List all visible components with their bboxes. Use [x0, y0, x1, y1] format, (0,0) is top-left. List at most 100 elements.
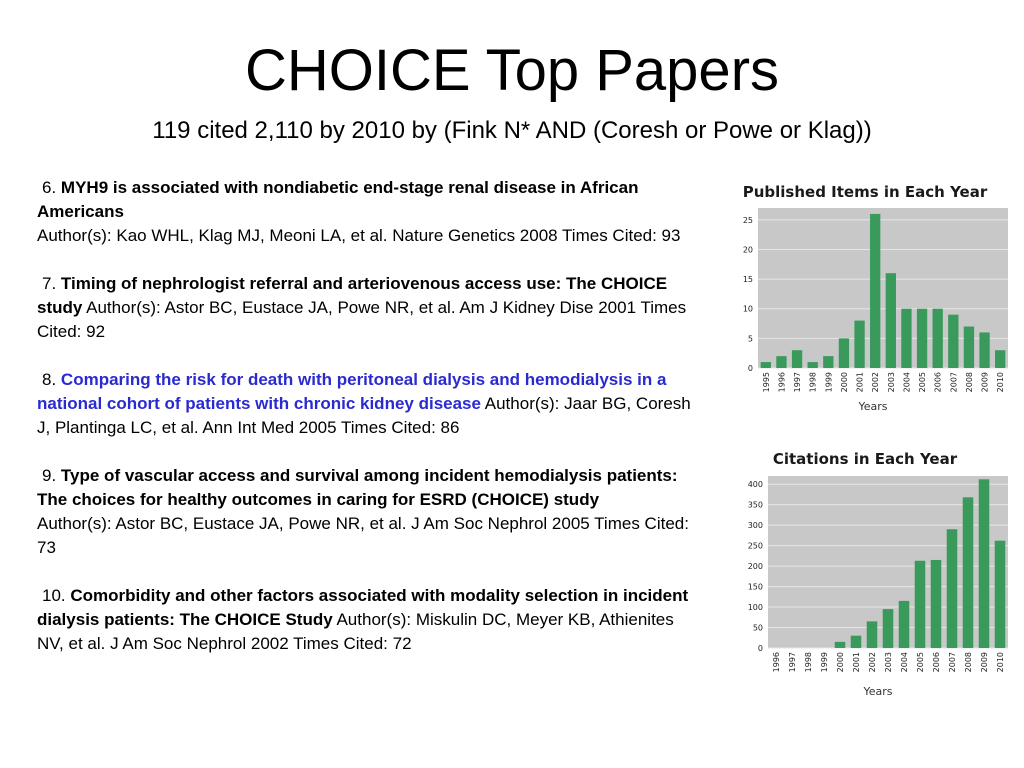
paper-authors: Author(s): Kao WHL, Klag MJ, Meoni LA, e…: [37, 226, 558, 245]
x-tick-label: 2001: [852, 652, 861, 672]
x-tick-label: 1997: [788, 652, 797, 672]
x-tick-label: 1999: [820, 652, 829, 672]
x-tick-label: 1996: [777, 372, 786, 392]
bar-1998: [807, 362, 818, 368]
paper-authors: Author(s): Jaar BG, Coresh J, Plantinga …: [37, 394, 691, 437]
x-tick-label: 2001: [856, 372, 865, 392]
bar-2005: [916, 308, 928, 368]
x-tick-label: 1998: [804, 652, 813, 672]
chart-svg: Published Items in Each Year 0 5 10 15 20 25 19…: [743, 183, 1008, 413]
bar-1997: [791, 350, 803, 368]
paper-item-10: 10. Comorbidity and other factors associ…: [37, 584, 703, 656]
x-tick-label: 2005: [916, 652, 925, 672]
paper-times-cited: Times Cited: 73: [37, 514, 689, 557]
bar-2000: [834, 641, 846, 648]
paper-authors: Author(s): Astor BC, Eustace JA, Powe NR…: [86, 298, 637, 317]
bar-2010: [995, 350, 1006, 368]
y-tick-label: 15: [743, 275, 753, 284]
y-tick-label: 0: [758, 644, 763, 653]
x-tick-label: 2004: [902, 372, 911, 392]
x-tick-label: 2010: [996, 652, 1005, 672]
paper-item-7: 7. Timing of nephrologist referral and a…: [37, 272, 703, 344]
x-tick-label: 2009: [980, 652, 989, 672]
bar-2002: [866, 621, 878, 648]
paper-number: 6.: [42, 178, 57, 197]
bar-1996: [776, 356, 787, 368]
paper-number: 7.: [42, 274, 57, 293]
y-tick-label: 350: [748, 501, 763, 510]
paper-title: Comorbidity and other factors associated…: [37, 586, 689, 629]
bar-2004: [901, 308, 912, 368]
x-tick-label: 2007: [948, 652, 957, 672]
bar-2010: [994, 540, 1006, 648]
slide-subtitle: 119 cited 2,110 by 2010 by (Fink N* AND …: [152, 117, 872, 144]
x-tick-label: 2002: [871, 372, 880, 392]
x-tick-label: 2006: [932, 652, 941, 672]
bar-2008: [963, 326, 975, 368]
x-tick-label: 2000: [836, 652, 845, 672]
y-tick-label: 20: [743, 245, 753, 254]
bar-2007: [946, 529, 958, 648]
x-tick-label: 1997: [793, 372, 802, 392]
citations-chart: Citations in Each Year 0 50 100 150 200 250 300…: [712, 444, 1018, 706]
x-tick-label: 2007: [949, 372, 958, 392]
paper-times-cited: Times Cited: 92: [37, 298, 687, 341]
paper-authors: Author(s): Miskulin DC, Meyer KB, Athien…: [37, 610, 674, 653]
paper-title: Timing of nephrologist referral and arte…: [37, 274, 668, 317]
chart-title: Citations in Each Year: [773, 450, 958, 468]
y-tick-label: 150: [748, 583, 763, 592]
x-tick-label: 2003: [884, 652, 893, 672]
paper-authors: Author(s): Astor BC, Eustace JA, Powe NR…: [37, 514, 590, 533]
x-tick-label: 1996: [772, 652, 781, 672]
paper-title: Comparing the risk for death with perito…: [37, 370, 667, 413]
x-tick-label: 2004: [900, 652, 909, 672]
paper-item-9: 9. Type of vascular access and survival …: [37, 464, 703, 560]
y-tick-label: 0: [748, 364, 753, 373]
paper-title: Type of vascular access and survival amo…: [37, 466, 678, 509]
x-tick-label: 2005: [918, 372, 927, 392]
paper-times-cited: Times Cited: 86: [341, 418, 460, 437]
bar-1995: [760, 362, 771, 368]
y-tick-label: 250: [748, 542, 763, 551]
x-tick-label: 2002: [868, 652, 877, 672]
published-items-chart: Published Items in Each Year 0 5 10 15 20 25 19…: [712, 176, 1018, 418]
papers-list: 6. MYH9 is associated with nondiabetic e…: [37, 176, 703, 680]
bar-2009: [979, 332, 990, 368]
paper-number: 8.: [42, 370, 57, 389]
x-tick-label: 2009: [981, 372, 990, 392]
paper-times-cited: Times Cited: 72: [293, 634, 412, 653]
paper-item-8: 8. Comparing the risk for death with per…: [37, 368, 703, 440]
paper-number: 10.: [42, 586, 66, 605]
x-tick-label: 2008: [965, 372, 974, 392]
slide-title: CHOICE Top Papers: [244, 38, 780, 103]
x-tick-label: 1995: [762, 372, 771, 392]
y-tick-label: 10: [743, 305, 753, 314]
x-tick-label: 2008: [964, 652, 973, 672]
y-tick-label: 100: [748, 603, 763, 612]
x-tick-label: 1999: [824, 372, 833, 392]
bar-2006: [930, 559, 942, 648]
bar-2003: [882, 609, 894, 648]
bar-2005: [914, 560, 926, 648]
y-tick-label: 300: [748, 521, 763, 530]
x-tick-label: 2006: [934, 372, 943, 392]
y-tick-label: 5: [748, 334, 753, 343]
y-tick-label: 50: [753, 624, 763, 633]
x-tick-label: 1998: [809, 372, 818, 392]
chart-title: Published Items in Each Year: [743, 183, 988, 201]
y-tick-label: 400: [748, 480, 763, 489]
bar-2004: [898, 600, 910, 648]
bar-2007: [948, 314, 959, 368]
paper-item-6: 6. MYH9 is associated with nondiabetic e…: [37, 176, 703, 248]
paper-number: 9.: [42, 466, 57, 485]
bar-2000: [838, 338, 850, 368]
x-tick-label: 2003: [887, 372, 896, 392]
y-tick-label: 25: [743, 216, 753, 225]
x-axis-label: Years: [862, 685, 892, 698]
chart-svg: Citations in Each Year 0 50 100 150 200 250 300…: [748, 450, 1008, 698]
paper-title: MYH9 is associated with nondiabetic end-…: [37, 178, 639, 221]
x-tick-label: 2000: [840, 372, 849, 392]
bar-2003: [885, 273, 896, 368]
bar-2001: [850, 635, 862, 648]
bar-2008: [962, 497, 974, 648]
